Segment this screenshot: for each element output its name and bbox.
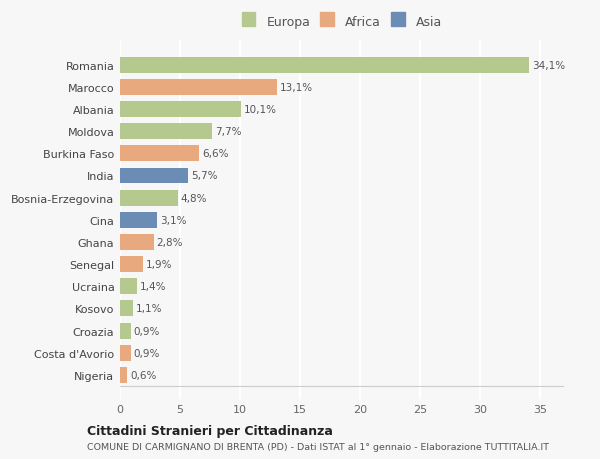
Bar xyxy=(120,168,188,184)
Text: 0,9%: 0,9% xyxy=(134,326,160,336)
Legend: Europa, Africa, Asia: Europa, Africa, Asia xyxy=(238,12,446,32)
Text: 6,6%: 6,6% xyxy=(202,149,229,159)
Text: 7,7%: 7,7% xyxy=(215,127,242,137)
Text: 34,1%: 34,1% xyxy=(532,61,565,71)
Text: 5,7%: 5,7% xyxy=(191,171,218,181)
Bar xyxy=(120,301,133,317)
Text: 1,1%: 1,1% xyxy=(136,304,163,314)
Bar xyxy=(120,235,154,251)
Text: 0,9%: 0,9% xyxy=(134,348,160,358)
Text: Cittadini Stranieri per Cittadinanza: Cittadini Stranieri per Cittadinanza xyxy=(87,424,333,437)
Bar xyxy=(120,367,127,383)
Bar xyxy=(120,257,143,273)
Text: 10,1%: 10,1% xyxy=(244,105,277,115)
Text: COMUNE DI CARMIGNANO DI BRENTA (PD) - Dati ISTAT al 1° gennaio - Elaborazione TU: COMUNE DI CARMIGNANO DI BRENTA (PD) - Da… xyxy=(87,442,549,451)
Text: 2,8%: 2,8% xyxy=(157,237,183,247)
Bar xyxy=(120,345,131,361)
Text: 1,9%: 1,9% xyxy=(146,259,172,269)
Bar xyxy=(120,146,199,162)
Text: 0,6%: 0,6% xyxy=(130,370,157,380)
Bar xyxy=(120,102,241,118)
Text: 4,8%: 4,8% xyxy=(181,193,207,203)
Bar xyxy=(120,124,212,140)
Bar xyxy=(120,213,157,228)
Bar xyxy=(120,323,131,339)
Bar xyxy=(120,190,178,206)
Text: 13,1%: 13,1% xyxy=(280,83,313,93)
Text: 3,1%: 3,1% xyxy=(160,215,187,225)
Bar xyxy=(120,279,137,295)
Text: 1,4%: 1,4% xyxy=(140,282,166,291)
Bar xyxy=(120,80,277,95)
Bar xyxy=(120,57,529,73)
